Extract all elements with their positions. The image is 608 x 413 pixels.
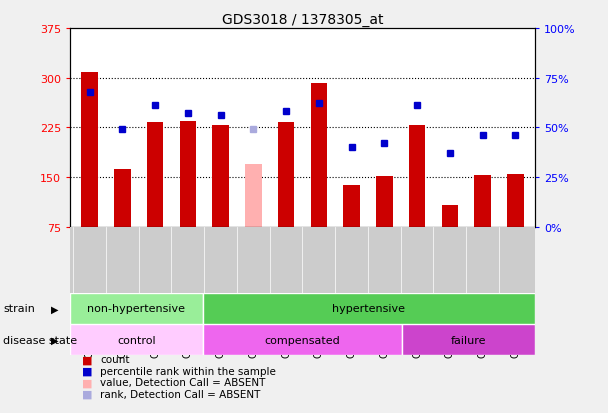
Text: failure: failure [451,335,486,345]
Text: count: count [100,354,130,364]
Title: GDS3018 / 1378305_at: GDS3018 / 1378305_at [222,12,383,26]
Bar [147,123,164,227]
Bar [441,205,458,227]
Text: hypertensive: hypertensive [333,304,406,314]
Bar [507,174,523,227]
Bar [70,293,203,324]
Text: disease state: disease state [3,335,77,345]
Text: strain: strain [3,304,35,314]
Bar [409,126,426,227]
Bar [402,324,535,355]
Text: rank, Detection Call = ABSENT: rank, Detection Call = ABSENT [100,389,261,399]
Text: ■: ■ [82,389,92,399]
Bar [376,176,393,227]
Bar [70,324,203,355]
Bar [245,164,261,227]
Text: ■: ■ [82,377,92,387]
Text: ■: ■ [82,366,92,376]
Bar [212,126,229,227]
Text: percentile rank within the sample: percentile rank within the sample [100,366,276,376]
Text: control: control [117,335,156,345]
Text: compensated: compensated [264,335,340,345]
Bar [114,170,131,227]
Text: ▶: ▶ [51,304,58,314]
Bar [311,84,327,227]
Bar [203,293,535,324]
Text: non-hypertensive: non-hypertensive [88,304,185,314]
Bar [203,324,402,355]
Bar [474,176,491,227]
Text: value, Detection Call = ABSENT: value, Detection Call = ABSENT [100,377,266,387]
Bar [179,122,196,227]
Bar [81,73,98,227]
Text: ■: ■ [82,354,92,364]
Bar [278,123,294,227]
Text: ▶: ▶ [51,335,58,345]
Bar [344,185,360,227]
